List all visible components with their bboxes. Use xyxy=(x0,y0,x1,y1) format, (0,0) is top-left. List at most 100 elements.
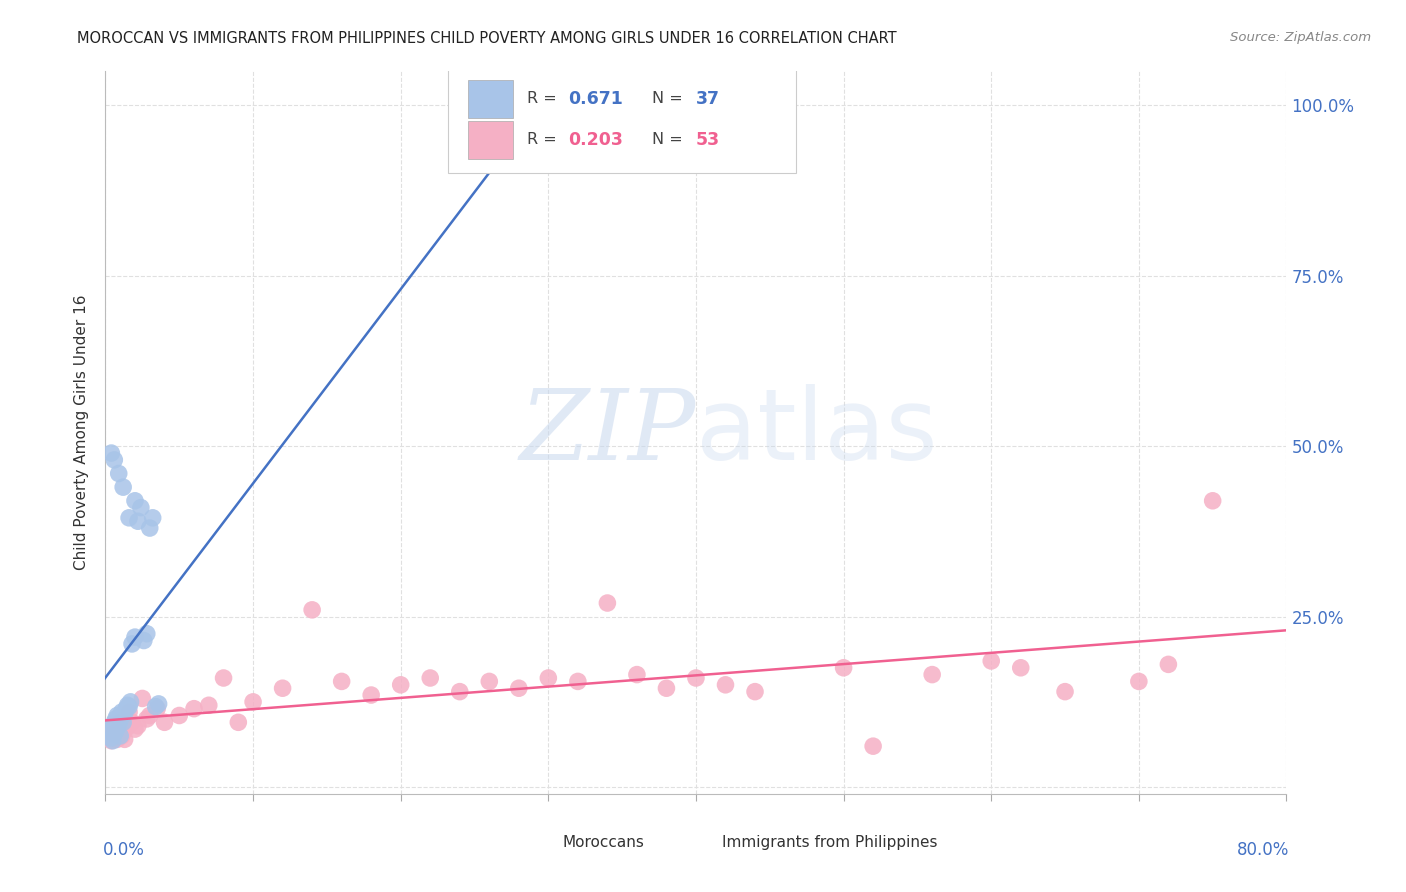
Text: 0.671: 0.671 xyxy=(568,90,623,108)
Text: ZIP: ZIP xyxy=(520,385,696,480)
Text: Source: ZipAtlas.com: Source: ZipAtlas.com xyxy=(1230,31,1371,45)
Point xyxy=(103,715,125,730)
Point xyxy=(107,722,129,736)
Text: 0.0%: 0.0% xyxy=(103,841,145,859)
Point xyxy=(537,671,560,685)
Point xyxy=(107,717,129,731)
Text: R =: R = xyxy=(527,133,562,147)
Point xyxy=(100,733,122,747)
FancyBboxPatch shape xyxy=(449,68,796,172)
Point xyxy=(1201,493,1223,508)
Point xyxy=(129,500,152,515)
Point xyxy=(105,708,128,723)
Point xyxy=(1010,661,1032,675)
Point xyxy=(112,724,135,739)
Point xyxy=(101,733,124,747)
FancyBboxPatch shape xyxy=(524,834,551,857)
Point xyxy=(104,712,127,726)
Point xyxy=(862,739,884,754)
Point xyxy=(1128,674,1150,689)
Point xyxy=(100,446,122,460)
Point xyxy=(449,684,471,698)
Point xyxy=(131,691,153,706)
Y-axis label: Child Poverty Among Girls Under 16: Child Poverty Among Girls Under 16 xyxy=(75,295,90,570)
Point xyxy=(626,667,648,681)
Point xyxy=(101,719,124,733)
Point xyxy=(330,674,353,689)
Point xyxy=(146,701,169,715)
Point xyxy=(105,732,128,747)
Point xyxy=(419,671,441,685)
Point xyxy=(105,720,128,734)
Point xyxy=(120,695,142,709)
Point xyxy=(117,720,139,734)
Point xyxy=(138,708,162,723)
Text: Moroccans: Moroccans xyxy=(562,835,644,850)
Point xyxy=(118,705,141,719)
Point xyxy=(103,731,125,745)
Point xyxy=(104,724,127,739)
Point xyxy=(110,715,132,730)
Point xyxy=(714,678,737,692)
Point xyxy=(138,521,162,535)
Point xyxy=(537,98,560,112)
Point xyxy=(596,596,619,610)
Point xyxy=(124,493,146,508)
Point xyxy=(567,674,589,689)
Point xyxy=(127,514,149,528)
FancyBboxPatch shape xyxy=(468,80,513,118)
Text: R =: R = xyxy=(527,91,562,106)
Point xyxy=(112,715,135,730)
Point xyxy=(744,684,766,698)
Point xyxy=(478,674,501,689)
Point xyxy=(655,681,678,696)
Point xyxy=(508,681,530,696)
Point xyxy=(124,722,146,736)
FancyBboxPatch shape xyxy=(468,121,513,159)
Point xyxy=(242,695,264,709)
Point xyxy=(118,699,141,714)
Point xyxy=(112,480,135,494)
Point xyxy=(145,699,167,714)
Point xyxy=(169,708,191,723)
Point xyxy=(115,701,138,715)
Text: Immigrants from Philippines: Immigrants from Philippines xyxy=(721,835,938,850)
Text: atlas: atlas xyxy=(696,384,938,481)
Point xyxy=(228,715,250,730)
Point xyxy=(100,731,122,745)
Point xyxy=(98,729,121,743)
Point xyxy=(110,729,132,743)
Text: 53: 53 xyxy=(696,131,720,149)
Point xyxy=(183,701,205,715)
Point xyxy=(111,705,134,719)
Point xyxy=(101,727,124,741)
Point xyxy=(111,729,134,743)
Point xyxy=(360,688,382,702)
Point xyxy=(127,719,149,733)
Point xyxy=(980,654,1002,668)
Point xyxy=(135,712,157,726)
Point xyxy=(103,727,125,741)
Point xyxy=(301,603,323,617)
Text: N =: N = xyxy=(652,91,688,106)
Text: MOROCCAN VS IMMIGRANTS FROM PHILIPPINES CHILD POVERTY AMONG GIRLS UNDER 16 CORRE: MOROCCAN VS IMMIGRANTS FROM PHILIPPINES … xyxy=(77,31,897,46)
Point xyxy=(121,715,143,730)
Point xyxy=(104,725,127,739)
Point xyxy=(271,681,294,696)
Point xyxy=(1157,657,1180,672)
Point xyxy=(142,511,165,525)
Point xyxy=(124,630,146,644)
Point xyxy=(212,671,235,685)
Point xyxy=(685,671,707,685)
Point xyxy=(117,698,139,713)
Point xyxy=(389,678,412,692)
FancyBboxPatch shape xyxy=(685,834,710,857)
Point xyxy=(1054,684,1077,698)
Point xyxy=(114,732,136,747)
Point xyxy=(197,698,219,713)
Point xyxy=(132,633,155,648)
Point xyxy=(832,661,855,675)
Text: N =: N = xyxy=(652,133,688,147)
Point xyxy=(921,667,943,681)
Point xyxy=(148,697,170,711)
